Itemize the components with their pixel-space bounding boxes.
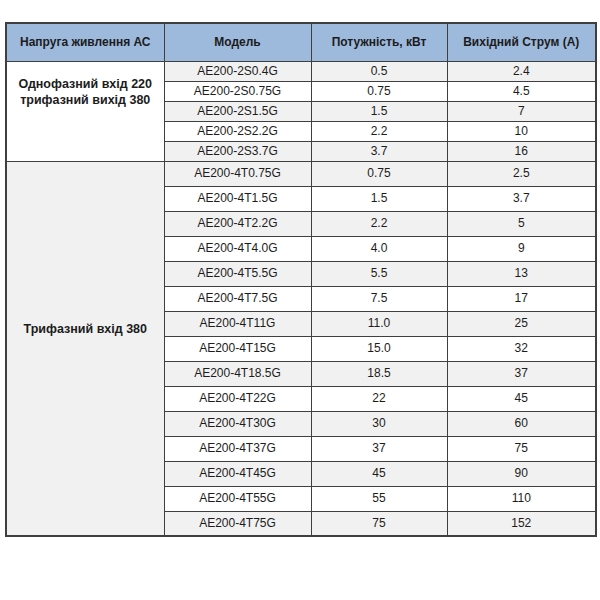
power-cell: 7.5	[311, 286, 447, 311]
model-cell: AE200-4T11G	[164, 311, 311, 336]
current-cell: 37	[447, 361, 596, 386]
current-cell: 75	[447, 436, 596, 461]
model-cell: AE200-4T15G	[164, 336, 311, 361]
model-cell: AE200-4T30G	[164, 411, 311, 436]
power-cell: 0.75	[311, 81, 447, 101]
power-cell: 1.5	[311, 186, 447, 211]
model-cell: AE200-4T7.5G	[164, 286, 311, 311]
current-cell: 7	[447, 101, 596, 121]
column-header-voltage: Напруга живлення АС	[6, 23, 164, 61]
group-label-line: Однофазний вхід 220	[11, 77, 160, 93]
power-cell: 5.5	[311, 261, 447, 286]
current-cell: 32	[447, 336, 596, 361]
power-cell: 30	[311, 411, 447, 436]
model-cell: AE200-4T75G	[164, 511, 311, 536]
column-header-power: Потужність, кВт	[311, 23, 447, 61]
table-row: Однофазний вхід 220трифазний вихід 380AE…	[6, 61, 596, 81]
table-body: Однофазний вхід 220трифазний вихід 380AE…	[6, 61, 596, 536]
group-label-cell: Однофазний вхід 220трифазний вихід 380	[6, 61, 164, 161]
power-cell: 15.0	[311, 336, 447, 361]
model-cell: AE200-4T37G	[164, 436, 311, 461]
power-cell: 11.0	[311, 311, 447, 336]
model-cell: AE200-2S3.7G	[164, 141, 311, 161]
power-cell: 2.2	[311, 211, 447, 236]
current-cell: 90	[447, 461, 596, 486]
power-cell: 3.7	[311, 141, 447, 161]
power-cell: 45	[311, 461, 447, 486]
model-cell: AE200-2S0.4G	[164, 61, 311, 81]
power-cell: 2.2	[311, 121, 447, 141]
column-header-model: Модель	[164, 23, 311, 61]
power-cell: 0.75	[311, 161, 447, 186]
inverter-spec-table: Напруга живлення АС Модель Потужність, к…	[5, 22, 597, 537]
model-cell: AE200-4T22G	[164, 386, 311, 411]
model-cell: AE200-2S2.2G	[164, 121, 311, 141]
power-cell: 55	[311, 486, 447, 511]
current-cell: 110	[447, 486, 596, 511]
power-cell: 37	[311, 436, 447, 461]
current-cell: 25	[447, 311, 596, 336]
current-cell: 13	[447, 261, 596, 286]
current-cell: 2.5	[447, 161, 596, 186]
current-cell: 4.5	[447, 81, 596, 101]
power-cell: 18.5	[311, 361, 447, 386]
group-label-line: Трифазний вхід 380	[11, 322, 160, 338]
current-cell: 5	[447, 211, 596, 236]
table-row: Трифазний вхід 380AE200-4T0.75G0.752.5	[6, 161, 596, 186]
power-cell: 75	[311, 511, 447, 536]
current-cell: 60	[447, 411, 596, 436]
current-cell: 17	[447, 286, 596, 311]
current-cell: 3.7	[447, 186, 596, 211]
current-cell: 152	[447, 511, 596, 536]
page: Напруга живлення АС Модель Потужність, к…	[0, 0, 600, 600]
power-cell: 0.5	[311, 61, 447, 81]
current-cell: 2.4	[447, 61, 596, 81]
column-header-current: Вихідний Струм (А)	[447, 23, 596, 61]
current-cell: 9	[447, 236, 596, 261]
model-cell: AE200-4T4.0G	[164, 236, 311, 261]
current-cell: 16	[447, 141, 596, 161]
model-cell: AE200-2S0.75G	[164, 81, 311, 101]
model-cell: AE200-4T0.75G	[164, 161, 311, 186]
model-cell: AE200-4T55G	[164, 486, 311, 511]
current-cell: 10	[447, 121, 596, 141]
power-cell: 4.0	[311, 236, 447, 261]
model-cell: AE200-4T18.5G	[164, 361, 311, 386]
model-cell: AE200-2S1.5G	[164, 101, 311, 121]
model-cell: AE200-4T1.5G	[164, 186, 311, 211]
model-cell: AE200-4T2.2G	[164, 211, 311, 236]
group-label-line: трифазний вихід 380	[11, 93, 160, 109]
current-cell: 45	[447, 386, 596, 411]
power-cell: 1.5	[311, 101, 447, 121]
header-row: Напруга живлення АС Модель Потужність, к…	[6, 23, 596, 61]
power-cell: 22	[311, 386, 447, 411]
table-header: Напруга живлення АС Модель Потужність, к…	[6, 23, 596, 61]
model-cell: AE200-4T45G	[164, 461, 311, 486]
model-cell: AE200-4T5.5G	[164, 261, 311, 286]
group-label-cell: Трифазний вхід 380	[6, 161, 164, 536]
